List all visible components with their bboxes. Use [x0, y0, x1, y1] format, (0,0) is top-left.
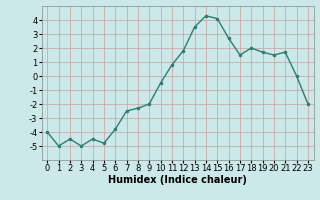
- X-axis label: Humidex (Indice chaleur): Humidex (Indice chaleur): [108, 175, 247, 185]
